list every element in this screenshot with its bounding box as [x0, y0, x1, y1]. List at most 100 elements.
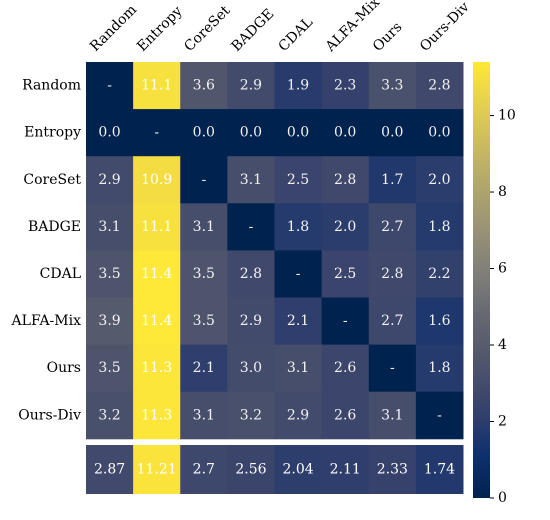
cell-value-label: 1.8 — [287, 219, 309, 235]
cell-value-label: 2.5 — [287, 172, 309, 188]
heatmap-cell — [133, 344, 181, 393]
summary-value-label: 2.04 — [282, 462, 313, 478]
heatmap-cell — [180, 156, 228, 204]
cell-value-label: 2.8 — [334, 172, 356, 188]
heatmap-cell — [133, 62, 181, 110]
cell-value-label: 11.3 — [141, 360, 172, 376]
summary-cell — [86, 445, 134, 494]
cell-value-label: 3.2 — [98, 407, 120, 423]
column-label: Entropy — [134, 3, 186, 55]
summary-cell — [133, 445, 181, 494]
heatmap-cell — [227, 156, 275, 204]
cell-value-label: 2.6 — [334, 407, 356, 423]
cell-value-label: 2.8 — [381, 266, 403, 282]
cell-value-label: 3.5 — [98, 266, 120, 282]
heatmap-cell — [368, 344, 417, 393]
cell-value-label: - — [437, 407, 442, 423]
cell-value-label: 1.6 — [428, 313, 450, 329]
summary-cell — [368, 445, 417, 494]
heatmap-cell — [415, 391, 464, 440]
heatmap-cell — [86, 156, 134, 204]
row-labels: Random Entropy CoreSet BADGE CDAL ALFA-Mix Our… — [11, 78, 82, 424]
cell-value-label: 2.8 — [240, 266, 262, 282]
cell-value-label: 2.8 — [428, 78, 450, 94]
cell-value-label: 0.0 — [193, 125, 215, 141]
column-label: BADGE — [228, 6, 277, 55]
summary-value-label: 2.33 — [377, 462, 408, 478]
cell-value-label: - — [390, 360, 395, 376]
cell-value-label: 0.0 — [334, 125, 356, 141]
cell-value-label: 11.1 — [141, 78, 172, 94]
cell-value-label: - — [296, 266, 301, 282]
heatmap-cell — [415, 156, 464, 204]
cell-value-label: 11.3 — [141, 407, 172, 423]
row-label: Random — [22, 78, 81, 94]
colorbar: 0 2 4 6 8 10 — [473, 62, 516, 506]
column-label: Random — [87, 2, 140, 55]
summary-value-label: 2.56 — [235, 462, 266, 478]
heatmap-cell — [368, 250, 417, 298]
cell-value-label: 2.1 — [287, 313, 309, 329]
summary-value-label: 1.74 — [424, 462, 455, 478]
heatmap-cell — [274, 250, 323, 298]
colorbar-tick-label: 4 — [498, 337, 507, 353]
heatmap-cell — [133, 109, 181, 157]
cell-value-label: 3.1 — [381, 407, 403, 423]
heatmap-cell — [133, 391, 181, 440]
row-label: ALFA-Mix — [11, 313, 82, 329]
heatmap-cell — [368, 203, 417, 251]
cell-value-label: 11.1 — [141, 219, 172, 235]
heatmap-cell — [274, 109, 323, 157]
column-label: CDAL — [276, 14, 317, 55]
heatmap-cell — [227, 297, 275, 346]
column-label: Ours — [370, 19, 406, 55]
heatmap-cell — [321, 109, 370, 157]
cell-value-label: 11.4 — [141, 266, 172, 282]
heatmap-cells: - 11.1 3.6 2.9 1.9 2.3 3.3 2.8 0.0 - 0.0 0.0 0.0 0.0 0… — [86, 62, 464, 440]
cell-value-label: 2.3 — [334, 78, 356, 94]
heatmap-cell — [180, 297, 228, 346]
summary-cell — [415, 445, 464, 494]
heatmap-cell — [415, 344, 464, 393]
heatmap-cell — [321, 344, 370, 393]
cell-value-label: 3.1 — [193, 407, 215, 423]
row-label: BADGE — [28, 219, 81, 235]
heatmap-cell — [321, 203, 370, 251]
heatmap-cell — [180, 344, 228, 393]
heatmap-cell — [86, 391, 134, 440]
heatmap-cell — [415, 297, 464, 346]
heatmap-cell — [133, 297, 181, 346]
cell-value-label: 3.9 — [98, 313, 120, 329]
cell-value-label: 3.1 — [98, 219, 120, 235]
colorbar-tick-label: 2 — [498, 414, 507, 430]
heatmap-cell — [321, 156, 370, 204]
cell-value-label: 0.0 — [240, 125, 262, 141]
cell-value-label: - — [154, 125, 159, 141]
cell-value-label: - — [201, 172, 206, 188]
cell-value-label: 11.4 — [141, 313, 172, 329]
heatmap-cell — [415, 109, 464, 157]
heatmap-cell — [368, 391, 417, 440]
heatmap-cell — [133, 250, 181, 298]
heatmap-cell — [86, 62, 134, 110]
heatmap-cell — [274, 344, 323, 393]
cell-value-label: 3.0 — [240, 360, 262, 376]
cell-value-label: 1.9 — [287, 78, 309, 94]
colorbar-tick-label: 6 — [498, 261, 507, 277]
cell-value-label: 3.5 — [193, 266, 215, 282]
heatmap-cell — [180, 109, 228, 157]
cell-value-label: 1.8 — [428, 219, 450, 235]
heatmap-cell — [227, 203, 275, 251]
heatmap-cell — [86, 297, 134, 346]
cell-value-label: - — [343, 313, 348, 329]
cell-value-label: 0.0 — [428, 125, 450, 141]
summary-value-label: 2.87 — [94, 462, 125, 478]
cell-value-label: 0.0 — [381, 125, 403, 141]
heatmap-cell — [180, 62, 228, 110]
column-label: CoreSet — [181, 3, 233, 55]
heatmap-cell — [274, 62, 323, 110]
cell-value-label: 2.7 — [381, 219, 403, 235]
heatmap-cell — [274, 203, 323, 251]
cell-value-label: 0.0 — [98, 125, 120, 141]
